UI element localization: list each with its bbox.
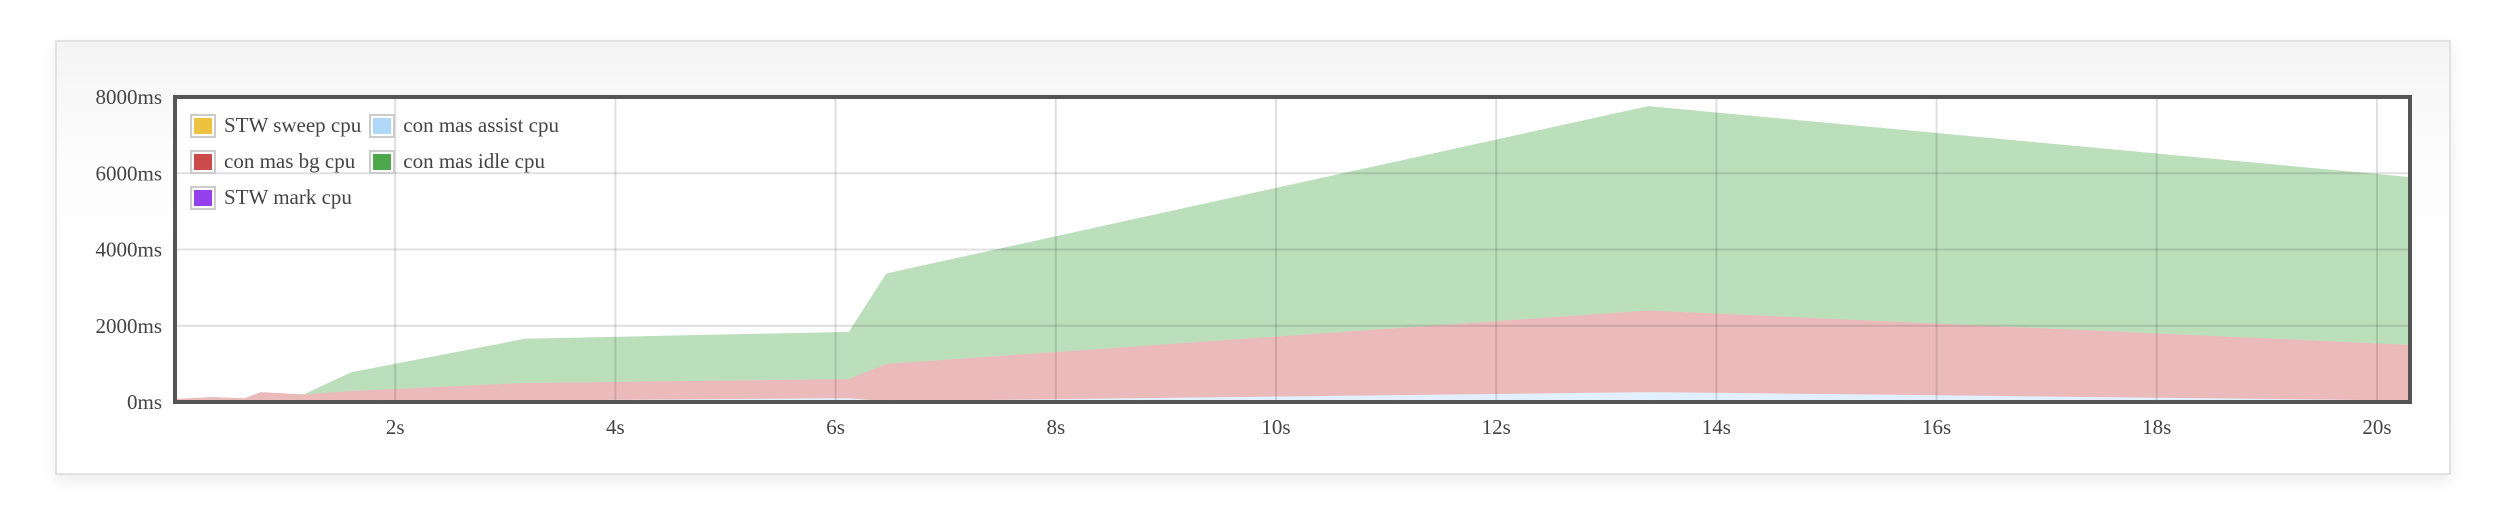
x-tick-label: 14s: [1702, 415, 1731, 439]
x-tick-label: 18s: [2142, 415, 2171, 439]
y-tick-label: 6000ms: [95, 161, 162, 185]
y-tick-label: 0ms: [127, 390, 162, 414]
x-tick-label: 6s: [826, 415, 845, 439]
legend-label: con mas idle cpu: [403, 149, 545, 173]
legend-item-bg: con mas bg cpu: [190, 146, 361, 177]
x-tick-label: 20s: [2362, 415, 2391, 439]
legend-swatch: [373, 117, 392, 134]
legend-item-assist: con mas assist cpu: [369, 110, 559, 141]
plot-background: [175, 97, 2410, 402]
y-tick-label: 2000ms: [95, 314, 162, 338]
x-tick-label: 2s: [386, 415, 405, 439]
legend: STW sweep cpu con mas assist cpu con mas…: [190, 110, 559, 213]
area-con-mas-idle-cpu: [175, 106, 2410, 399]
x-tick-label: 16s: [1922, 415, 1951, 439]
plot-border: [173, 95, 2412, 404]
legend-item-stw-mark: STW mark cpu: [190, 182, 361, 213]
legend-label: con mas bg cpu: [224, 149, 356, 173]
legend-swatch: [194, 153, 212, 170]
area-con-mas-bg-cpu: [175, 310, 2410, 402]
legend-swatch: [373, 153, 392, 170]
legend-label: STW sweep cpu: [224, 113, 362, 137]
y-tick-label: 4000ms: [95, 238, 162, 262]
legend-label: con mas assist cpu: [403, 113, 559, 137]
legend-item-idle: con mas idle cpu: [369, 146, 559, 177]
area-con-mas-assist-cpu: [175, 392, 2410, 402]
legend-label: STW mark cpu: [224, 185, 352, 209]
x-tick-label: 4s: [606, 415, 625, 439]
legend-item-stw-sweep: STW sweep cpu: [190, 110, 361, 141]
x-tick-label: 8s: [1046, 415, 1065, 439]
legend-swatch: [194, 189, 212, 206]
x-tick-label: 10s: [1261, 415, 1290, 439]
x-tick-label: 12s: [1482, 415, 1511, 439]
legend-swatch: [194, 117, 212, 134]
y-tick-label: 8000ms: [95, 85, 162, 109]
